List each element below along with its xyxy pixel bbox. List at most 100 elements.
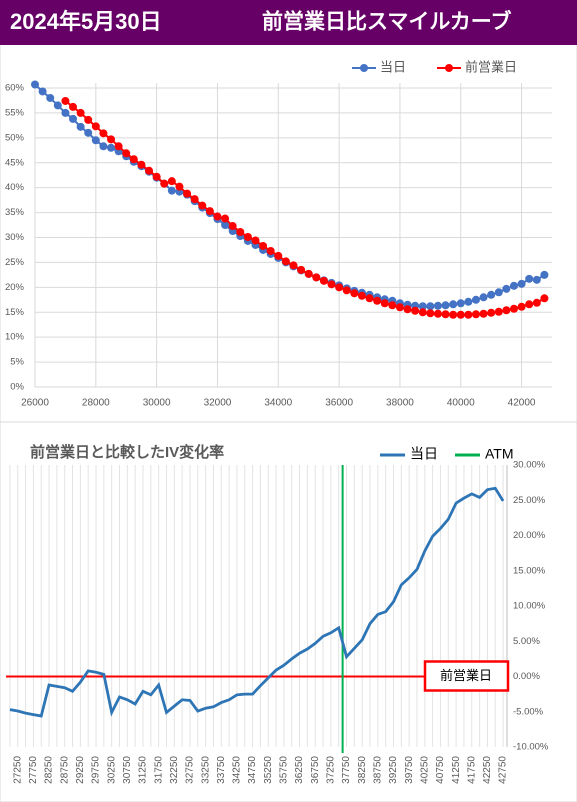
x-tick-label: 27250 xyxy=(12,756,23,784)
marker xyxy=(221,221,230,230)
marker xyxy=(266,246,275,255)
header-bar xyxy=(0,0,577,45)
x-tick-label: 31250 xyxy=(138,756,149,784)
marker xyxy=(69,114,78,123)
annotation-box xyxy=(423,660,510,692)
y-tick-label: -5.00% xyxy=(513,706,544,717)
x-tick-label: 28000 xyxy=(82,398,110,409)
y-tick-label: 10.00% xyxy=(513,601,546,612)
legend-label: 前営業日 xyxy=(465,59,517,74)
legend-marker xyxy=(445,64,453,72)
marker xyxy=(411,306,420,315)
marker xyxy=(494,288,503,297)
y-tick-label: 15% xyxy=(5,307,25,318)
marker xyxy=(84,128,93,137)
x-tick-label: 27750 xyxy=(28,756,39,784)
x-tick-label: 34000 xyxy=(264,398,292,409)
x-tick-label: 33250 xyxy=(200,756,211,784)
x-tick-label: 30750 xyxy=(122,756,133,784)
y-tick-label: 0.00% xyxy=(513,671,540,682)
marker xyxy=(319,276,328,285)
marker xyxy=(464,297,473,306)
x-tick-label: 39750 xyxy=(404,756,415,784)
x-tick-label: 41750 xyxy=(466,756,477,784)
x-tick-label: 29250 xyxy=(75,756,86,784)
marker xyxy=(479,293,488,302)
marker xyxy=(433,301,442,310)
marker xyxy=(297,265,306,274)
x-tick-label: 30250 xyxy=(106,756,117,784)
y-tick-label: 50% xyxy=(5,132,25,143)
y-tick-label: 15.00% xyxy=(513,565,546,576)
y-tick-label: 30.00% xyxy=(513,460,546,471)
marker xyxy=(76,122,85,131)
marker xyxy=(251,236,260,245)
legend-label: 当日 xyxy=(410,446,438,462)
header-date: 2024年5月30日 xyxy=(10,9,162,34)
marker xyxy=(221,214,230,223)
y-tick-label: 60% xyxy=(5,82,25,93)
x-tick-label: 42000 xyxy=(508,398,536,409)
marker xyxy=(205,207,214,216)
y-tick-label: 35% xyxy=(5,207,25,218)
marker xyxy=(46,93,55,102)
marker xyxy=(236,228,245,237)
marker xyxy=(433,309,442,318)
marker xyxy=(441,301,450,310)
marker xyxy=(380,299,389,308)
x-tick-label: 42750 xyxy=(498,756,509,784)
y-tick-label: 25% xyxy=(5,257,25,268)
marker xyxy=(418,308,427,317)
marker xyxy=(99,129,108,138)
x-tick-label: 35750 xyxy=(279,756,290,784)
marker xyxy=(335,283,344,292)
marker xyxy=(525,274,534,283)
marker xyxy=(395,303,404,312)
marker xyxy=(129,155,138,164)
marker xyxy=(259,241,268,250)
marker xyxy=(84,115,93,124)
marker xyxy=(175,182,184,191)
x-tick-label: 38250 xyxy=(357,756,368,784)
y-tick-label: 30% xyxy=(5,232,25,243)
y-tick-label: 5% xyxy=(10,357,24,368)
marker xyxy=(509,281,518,290)
x-tick-label: 31750 xyxy=(153,756,164,784)
marker xyxy=(312,273,321,282)
x-tick-label: 33750 xyxy=(216,756,227,784)
y-tick-label: 40% xyxy=(5,182,25,193)
y-tick-label: -10.00% xyxy=(513,742,549,753)
marker xyxy=(365,294,374,303)
marker xyxy=(373,296,382,305)
x-tick-label: 26000 xyxy=(21,398,49,409)
y-tick-label: 20% xyxy=(5,282,25,293)
marker xyxy=(107,143,116,152)
marker xyxy=(517,279,526,288)
x-tick-label: 38750 xyxy=(372,756,383,784)
marker xyxy=(517,302,526,311)
marker xyxy=(449,310,458,319)
marker xyxy=(69,102,78,111)
x-tick-label: 32250 xyxy=(169,756,180,784)
marker xyxy=(38,87,47,96)
marker xyxy=(441,310,450,319)
marker xyxy=(167,186,176,195)
x-tick-label: 36000 xyxy=(325,398,353,409)
marker xyxy=(107,135,116,144)
x-tick-label: 37250 xyxy=(326,756,337,784)
legend-label: 当日 xyxy=(380,59,406,74)
marker xyxy=(91,136,100,145)
marker xyxy=(525,300,534,309)
header-title: 前営業日比スマイルカーブ xyxy=(262,10,511,34)
x-tick-label: 30000 xyxy=(143,398,171,409)
marker xyxy=(31,80,39,89)
marker xyxy=(228,222,237,231)
marker xyxy=(532,298,541,307)
y-tick-label: 55% xyxy=(5,107,25,118)
marker xyxy=(487,308,496,317)
y-tick-label: 25.00% xyxy=(513,495,546,506)
marker xyxy=(403,305,412,314)
marker xyxy=(487,290,496,299)
x-tick-label: 34250 xyxy=(232,756,243,784)
